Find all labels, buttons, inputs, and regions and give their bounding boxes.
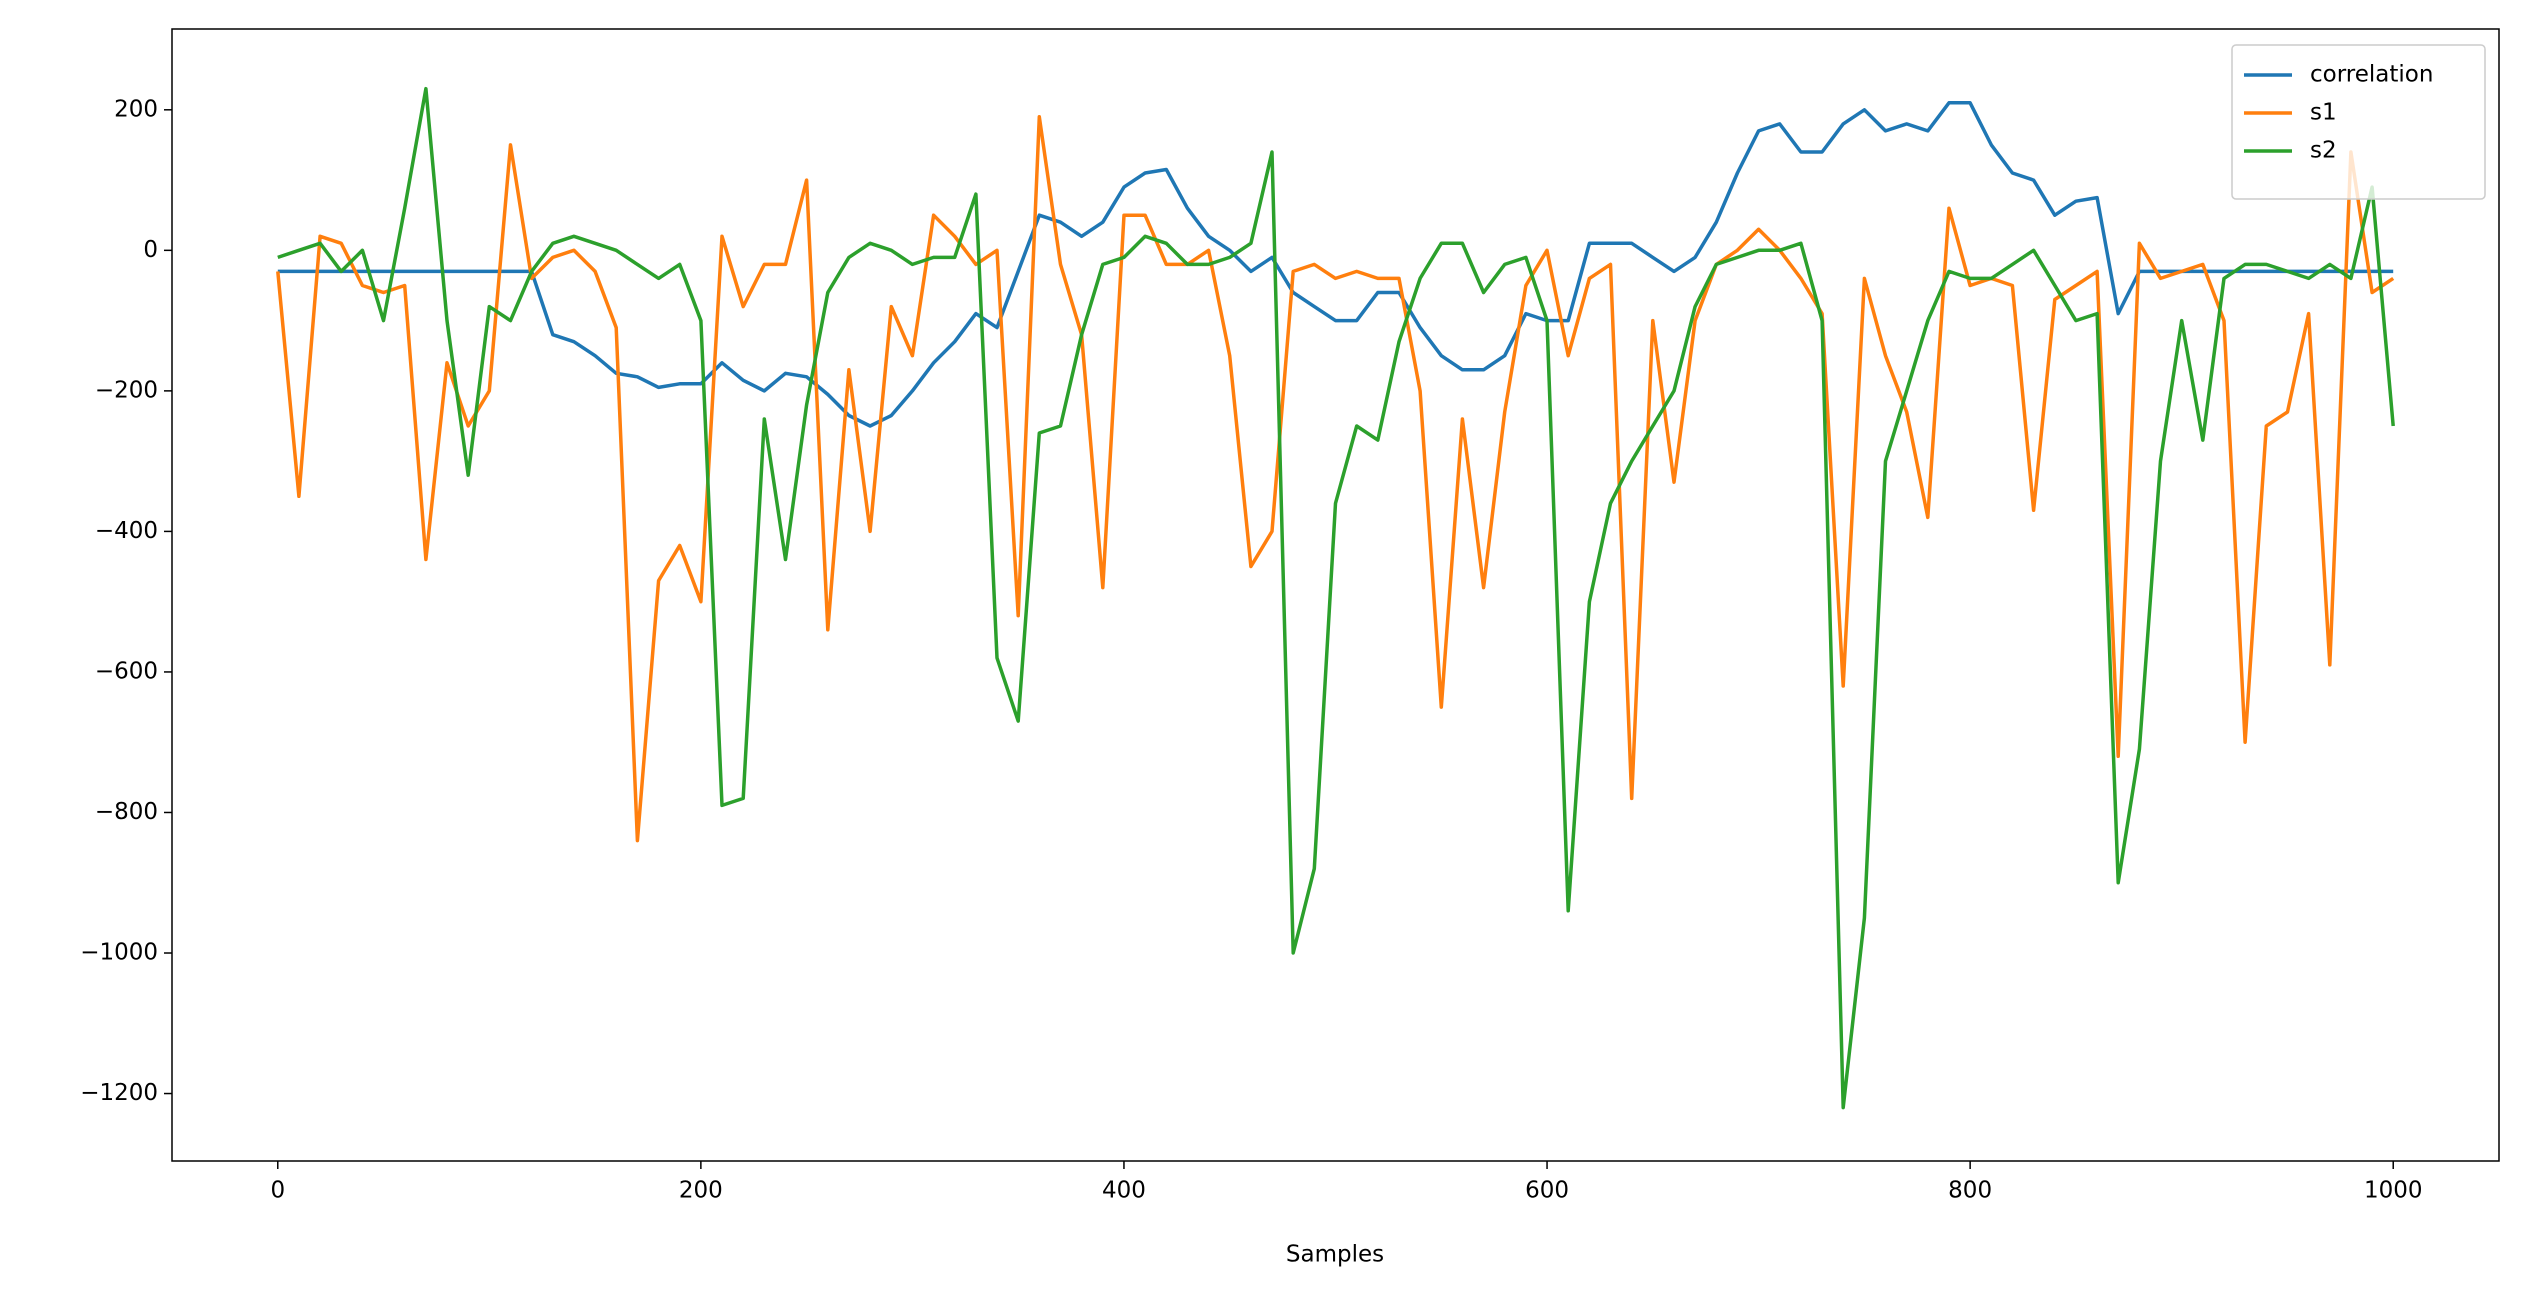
legend-label: correlation <box>2310 62 2433 88</box>
y-tick-label: −600 <box>95 658 158 684</box>
y-tick-label: −400 <box>95 518 158 544</box>
x-tick-label: 800 <box>1948 1178 1992 1204</box>
x-tick-label: 0 <box>270 1178 285 1204</box>
y-tick-label: −800 <box>95 799 158 825</box>
x-tick-label: 600 <box>1525 1178 1569 1204</box>
legend-label: s2 <box>2310 138 2337 164</box>
x-tick-label: 1000 <box>2364 1178 2423 1204</box>
series-line <box>277 101 2394 428</box>
legend-box <box>2231 44 2486 200</box>
x-tick-label: 200 <box>679 1178 723 1204</box>
series-line <box>277 86 2395 1110</box>
y-tick-label: −1000 <box>80 940 158 966</box>
plot-frame <box>171 28 2500 1162</box>
x-axis-label: Samples <box>1286 1242 1384 1268</box>
y-tick-label: 0 <box>143 237 158 263</box>
legend-label: s1 <box>2310 100 2337 126</box>
series-line <box>276 115 2395 843</box>
y-tick-label: −200 <box>95 377 158 403</box>
x-tick-label: 400 <box>1102 1178 1146 1204</box>
y-tick-label: 200 <box>114 96 158 122</box>
y-tick-label: −1200 <box>80 1080 158 1106</box>
